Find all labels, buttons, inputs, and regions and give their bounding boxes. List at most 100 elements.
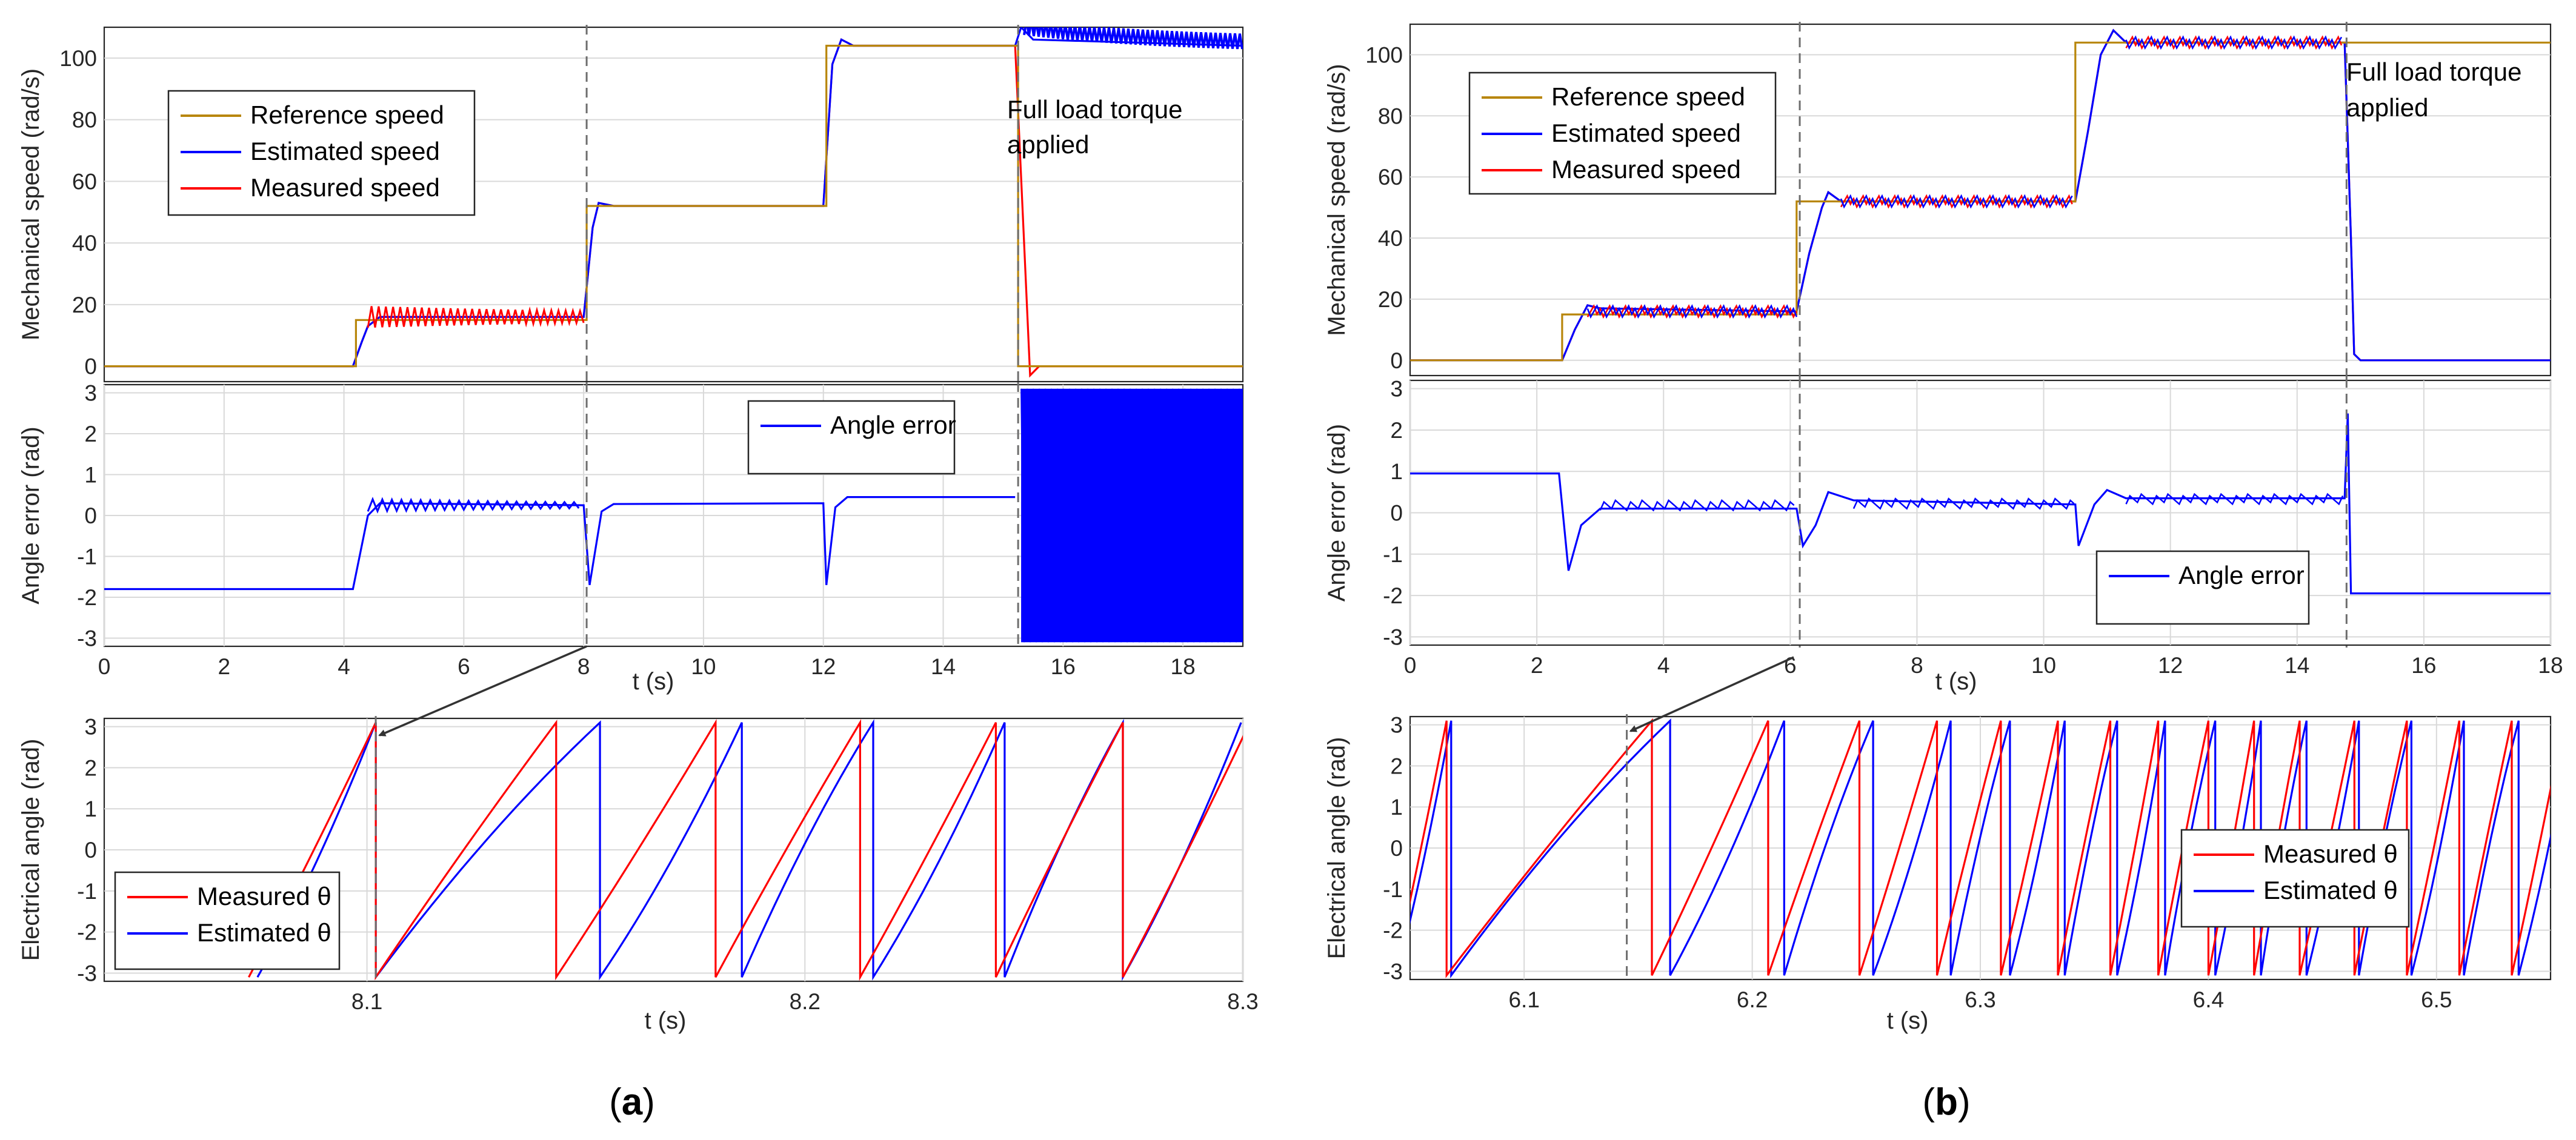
chart-b-speed: 0 20 40 60 80 100 Mechanical speed (rad/s) Refe… (1323, 22, 2552, 378)
legend: Angle error (747, 400, 956, 475)
y-axis-label: Electrical angle (rad) (18, 739, 44, 961)
legend-entry: Measured speed (250, 173, 440, 202)
y-axis-label: Electrical angle (rad) (1323, 737, 1350, 959)
y-tick-label: 20 (72, 293, 97, 317)
angle-error-ripple (367, 497, 580, 514)
y-tick-label: 80 (1378, 104, 1403, 128)
x-tick-label: 14 (2285, 653, 2309, 678)
panel-label-a: (a) (609, 1081, 655, 1123)
y-tick-label: 0 (1390, 501, 1403, 526)
y-tick-label: 60 (1378, 165, 1403, 190)
legend-entry: Estimated θ (2263, 876, 2398, 904)
panel-label-b: (b) (1922, 1081, 1970, 1123)
y-tick-label: 2 (84, 755, 97, 780)
x-tick-label: 14 (931, 654, 956, 679)
y-tick-label: -3 (77, 961, 97, 986)
annotation-applied: applied (1007, 130, 1089, 159)
chart-a-electrical-angle: -3 -2 -1 0 1 2 3 8.1 8.2 8.3 Electrical angle (rad… (18, 715, 1259, 1034)
x-tick-label: 0 (1404, 653, 1417, 678)
y-axis-label: Angle error (rad) (18, 426, 44, 604)
x-tick-label: 10 (691, 654, 716, 679)
x-tick-label: 6.3 (1965, 987, 1995, 1012)
legend: Angle error (2095, 550, 2310, 625)
y-tick-label: 3 (1390, 713, 1403, 738)
y-axis-label: Mechanical speed (rad/s) (1323, 64, 1350, 336)
measured-speed-oscillation (367, 306, 585, 328)
legend-entry: Reference speed (250, 101, 444, 129)
series-line-measured-theta (248, 718, 1243, 981)
x-tick-label: 6.5 (2421, 987, 2452, 1012)
annotation-full-load: Full load torque (1007, 95, 1183, 124)
x-tick-label: 16 (1051, 654, 1076, 679)
legend-entry: Estimated θ (197, 918, 331, 947)
angle-error-noise (1599, 499, 1795, 512)
zoom-overlay (378, 645, 1794, 737)
speed-noise (2125, 35, 2343, 50)
x-tick-label: 0 (98, 654, 111, 679)
series-line-estimated-theta (1410, 718, 2551, 979)
y-tick-label: 0 (84, 354, 97, 379)
x-tick-label: 6.4 (2193, 987, 2224, 1012)
y-tick-label: 3 (84, 381, 97, 406)
y-tick-label: 20 (1378, 287, 1403, 312)
estimated-speed-after-load (1023, 27, 1243, 50)
y-tick-label: 2 (1390, 754, 1403, 778)
x-tick-label: 12 (811, 654, 836, 679)
legend: Measured θ Estimated θ (114, 871, 341, 970)
x-tick-label: 8.2 (790, 989, 820, 1014)
y-tick-label: 1 (84, 463, 97, 488)
series-line-measured-theta (1410, 718, 2551, 978)
y-tick-label: 1 (1390, 459, 1403, 484)
y-tick-label: -3 (1383, 625, 1403, 649)
x-tick-label: 4 (1657, 653, 1670, 678)
legend-entry: Measured θ (2263, 840, 2398, 868)
y-tick-label: -2 (77, 585, 97, 610)
x-tick-label: 6.2 (1737, 987, 1768, 1012)
speed-noise (1840, 194, 2073, 209)
y-tick-label: 0 (84, 838, 97, 863)
y-tick-label: -3 (1383, 959, 1403, 984)
y-tick-label: 3 (1390, 377, 1403, 402)
series-line-reference-speed (1410, 41, 2551, 362)
legend-entry: Estimated speed (250, 137, 440, 165)
x-axis-label: t (s) (645, 1007, 687, 1034)
speed-noise (1586, 304, 1797, 319)
x-tick-label: 6 (1784, 653, 1797, 678)
x-tick-label: 8.1 (351, 989, 382, 1014)
x-tick-label: 10 (2031, 653, 2056, 678)
x-tick-label: 18 (1171, 654, 1196, 679)
series-line-angle-error (1410, 413, 2551, 595)
speed-noise (1586, 304, 1797, 319)
y-tick-label: -2 (1383, 583, 1403, 608)
y-tick-label: -1 (1383, 877, 1403, 902)
x-tick-label: 8.3 (1227, 989, 1258, 1014)
y-tick-label: 2 (1390, 418, 1403, 443)
y-tick-label: 1 (84, 797, 97, 821)
zoom-arrow (1629, 656, 1794, 732)
chart-b-electrical-angle: -3 -2 -1 0 1 2 3 6.1 6.2 6.3 6.4 6.5 Electrical angl… (1323, 713, 2552, 1034)
y-tick-label: -2 (77, 920, 97, 945)
y-tick-label: 100 (59, 46, 97, 71)
y-tick-label: 0 (1390, 348, 1403, 373)
y-axis-label: Angle error (rad) (1323, 424, 1350, 601)
y-tick-label: 40 (1378, 226, 1403, 251)
y-tick-label: 80 (72, 108, 97, 133)
x-tick-label: 8 (1911, 653, 1923, 678)
x-axis-label: t (s) (633, 668, 674, 695)
x-tick-label: 16 (2411, 653, 2436, 678)
y-tick-label: 0 (84, 503, 97, 528)
legend-entry: Angle error (830, 411, 956, 439)
y-tick-label: -1 (1383, 542, 1403, 567)
x-axis-label: t (s) (1887, 1007, 1929, 1034)
x-tick-label: 18 (2538, 653, 2563, 678)
legend: Reference speed Estimated speed Measured s… (167, 90, 476, 216)
legend-entry: Measured θ (197, 882, 331, 910)
speed-noise (1840, 194, 2073, 209)
series-line-estimated-speed (104, 27, 1243, 368)
y-axis-label: Mechanical speed (rad/s) (18, 68, 44, 340)
x-tick-label: 4 (338, 654, 350, 679)
x-axis-label: t (s) (1935, 668, 1977, 695)
annotation-full-load: Full load torque (2346, 58, 2522, 86)
y-tick-label: -3 (77, 626, 97, 651)
